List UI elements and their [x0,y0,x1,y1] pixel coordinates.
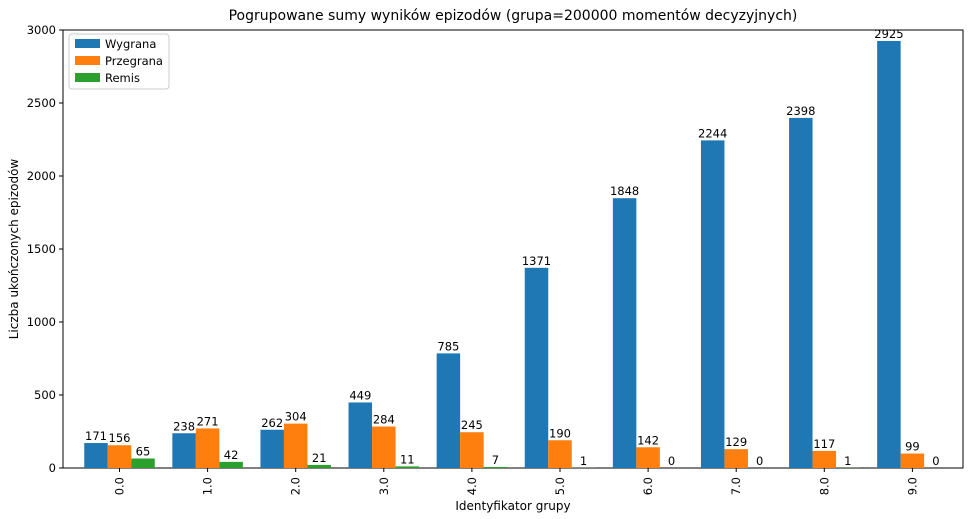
data-label-remis-6: 0 [668,454,675,468]
legend-swatch-remis [75,73,100,82]
data-label-przegrana-1: 271 [197,414,219,428]
x-tick-label-4: 4.0 [465,477,479,495]
x-tick-label-5: 5.0 [553,477,567,495]
bar-przegrana-0 [107,445,132,468]
bar-przegrana-6 [636,447,660,468]
chart-title: Pogrupowane sumy wyników epizodów (grupa… [229,8,798,24]
data-label-remis-3: 11 [400,452,415,466]
data-label-przegrana-2: 304 [285,410,307,424]
y-tick-label-4: 2000 [27,169,56,183]
bar-wygrana-8 [789,117,813,468]
y-tick-label-3: 1500 [27,242,56,256]
x-tick-label-7: 7.0 [729,477,743,495]
bar-wygrana-4 [436,353,461,468]
bar-przegrana-4 [460,432,484,468]
legend: Wygrana Przegrana Remis [68,33,170,90]
y-tick-label-1: 500 [34,388,56,402]
bar-wygrana-1 [172,433,196,468]
bar-wygrana-6 [612,198,637,468]
data-label-remis-2: 21 [312,451,327,465]
data-label-remis-0: 65 [136,445,151,459]
x-tick-label-6: 6.0 [641,477,655,495]
data-label-remis-7: 0 [756,454,763,468]
bar-remis-2 [307,464,331,468]
y-axis-label: Liczba ukończonych epizodów [7,159,21,340]
x-tick-label-1: 1.0 [201,477,215,495]
data-label-przegrana-0: 156 [109,431,131,445]
bar-przegrana-1 [195,428,220,468]
x-tick-label-2: 2.0 [289,477,303,495]
data-label-wygrana-2: 262 [261,416,283,430]
bar-przegrana-3 [372,426,396,468]
x-tick-label-0: 0.0 [113,477,127,495]
bars-group [84,40,925,468]
data-label-przegrana-9: 99 [905,440,920,454]
data-label-wygrana-4: 785 [437,339,459,353]
data-label-remis-8: 1 [844,454,851,468]
x-tick-label-3: 3.0 [377,477,391,495]
bar-remis-3 [395,466,420,468]
x-axis: 0.0 1.0 2.0 3.0 4.0 5.0 6.0 7.0 8.0 9.0 [113,468,919,495]
bar-remis-0 [131,458,155,468]
legend-label-wygrana: Wygrana [105,37,156,51]
data-label-remis-4: 7 [492,453,499,467]
bar-wygrana-9 [877,40,901,468]
plot-frame [62,29,964,469]
y-tick-label-0: 0 [49,461,56,475]
data-label-przegrana-6: 142 [637,433,659,447]
data-label-wygrana-7: 2244 [698,126,727,140]
bar-przegrana-5 [548,440,572,468]
bar-remis-4 [483,466,508,468]
legend-swatch-wygrana [75,39,100,48]
x-axis-label: Identyfikator grupy [455,499,570,513]
data-label-wygrana-9: 2925 [874,27,903,41]
data-label-przegrana-3: 284 [373,413,395,427]
legend-label-przegrana: Przegrana [105,54,163,68]
data-label-wygrana-1: 238 [173,419,195,433]
data-label-remis-9: 0 [932,454,939,468]
data-label-wygrana-3: 449 [349,388,371,402]
data-label-przegrana-8: 117 [813,437,835,451]
data-label-przegrana-7: 129 [725,435,747,449]
legend-label-remis: Remis [105,71,140,85]
bar-remis-1 [219,461,243,468]
bar-przegrana-7 [724,449,748,468]
bar-przegrana-9 [900,453,925,468]
legend-swatch-przegrana [75,56,100,65]
data-label-wygrana-8: 2398 [786,104,815,118]
bar-wygrana-0 [84,443,108,468]
data-label-remis-5: 1 [580,454,587,468]
bar-przegrana-2 [283,423,308,468]
y-tick-label-2: 1000 [27,315,56,329]
y-axis: 0 500 1000 1500 2000 2500 3000 [27,23,63,475]
bar-wygrana-5 [524,267,549,468]
bar-wygrana-3 [348,402,373,468]
data-label-wygrana-5: 1371 [522,254,551,268]
data-label-remis-1: 42 [224,448,239,462]
data-label-wygrana-6: 1848 [610,184,639,198]
bar-wygrana-7 [700,140,725,468]
data-label-przegrana-4: 245 [461,418,483,432]
data-label-wygrana-0: 171 [85,429,107,443]
bar-wygrana-2 [260,429,284,468]
x-tick-label-9: 9.0 [905,477,919,495]
bar-przegrana-8 [812,450,837,468]
data-label-przegrana-5: 190 [549,426,571,440]
x-tick-label-8: 8.0 [817,477,831,495]
y-tick-label-6: 3000 [27,23,56,37]
y-tick-label-5: 2500 [27,96,56,110]
